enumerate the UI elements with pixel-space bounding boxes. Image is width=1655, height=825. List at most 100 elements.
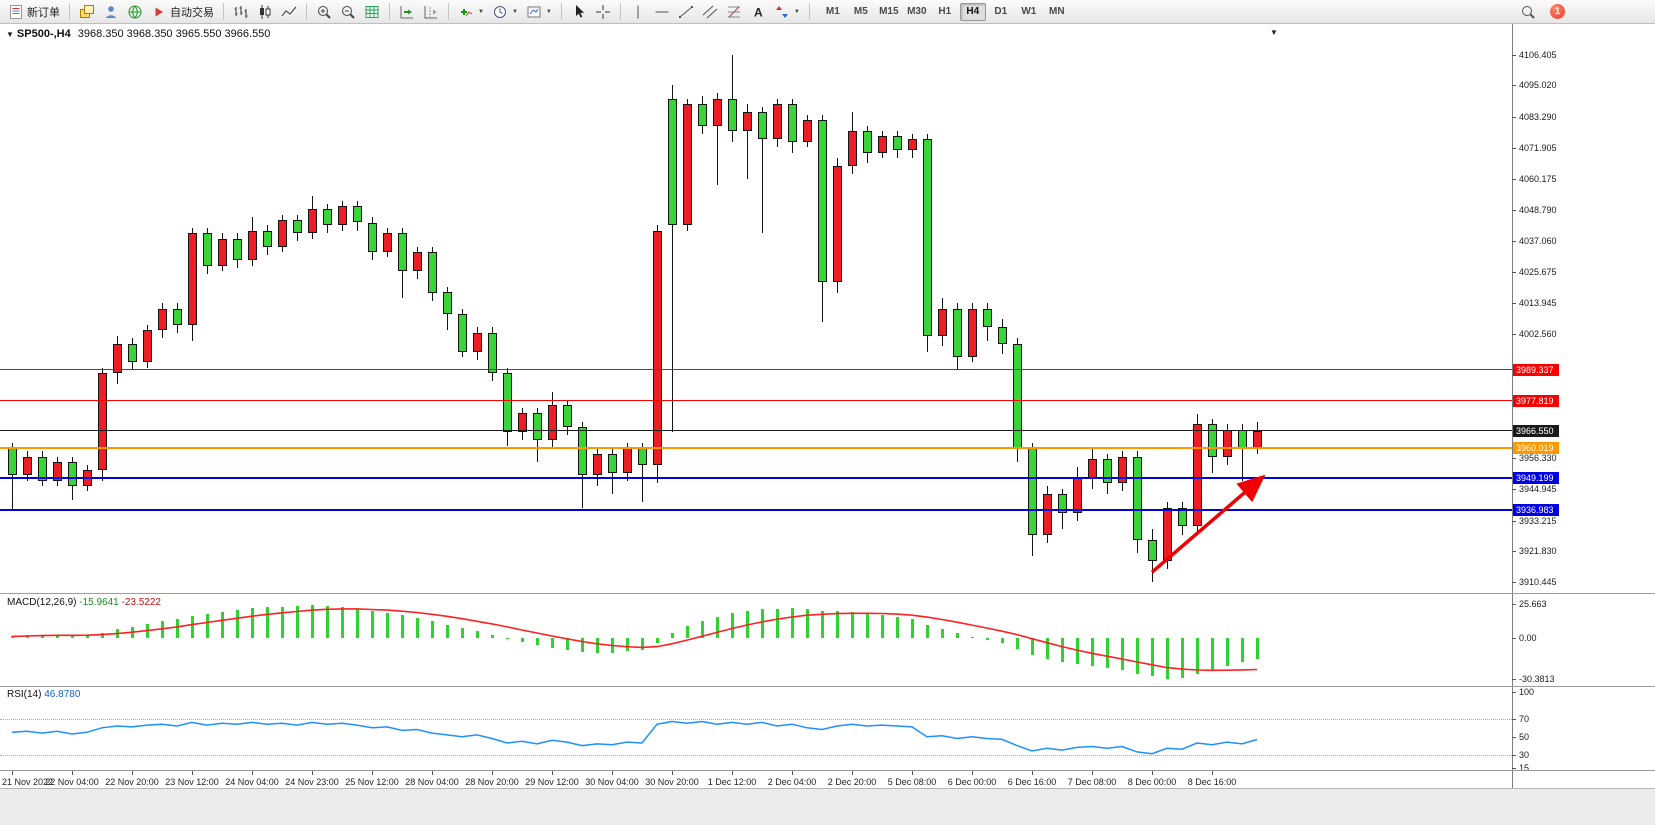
toolbar-right-group: 1 [1516,2,1565,22]
macd-histogram-bar [731,613,734,638]
candle-body [578,426,587,476]
support-line[interactable] [0,509,1512,512]
vertical-line-button[interactable] [626,2,650,22]
candle-body [323,209,332,226]
trendline-button[interactable] [674,2,698,22]
time-axis-label: 6 Dec 16:00 [1007,777,1057,787]
channel-button[interactable] [698,2,722,22]
line-chart-button[interactable] [277,2,301,22]
new-order-button[interactable]: 新订单 [4,2,64,22]
candle [113,335,122,384]
fibonacci-button[interactable] [722,2,746,22]
macd-histogram-bar [341,607,344,638]
timeframe-w1-button[interactable]: W1 [1016,3,1042,21]
time-axis-label: 23 Nov 12:00 [165,777,219,787]
time-axis-label: 30 Nov 04:00 [585,777,639,787]
macd-histogram-bar [851,611,854,638]
time-axis-tick [852,771,853,775]
auto-scroll-button[interactable] [395,2,419,22]
timeframe-m5-button[interactable]: M5 [848,3,874,21]
rsi-axis-label: 50 [1519,731,1530,742]
axis-tick [1512,334,1516,335]
support-line[interactable] [0,476,1512,479]
candle [143,324,152,368]
candle-body [8,448,17,476]
candle-body [413,252,422,271]
window-group: 自动交易 [75,2,218,22]
indicators-button[interactable]: ▼ [454,2,488,22]
support-line[interactable] [0,447,1512,450]
candle [1118,451,1127,492]
candle-body [428,252,437,293]
cursor-icon [575,4,584,18]
chart-shift-button[interactable] [419,2,443,22]
search-button[interactable] [1516,2,1540,22]
candle [653,225,662,484]
text-button[interactable]: A [746,2,770,22]
timeframe-mn-button[interactable]: MN [1044,3,1070,21]
grid-button[interactable] [360,2,384,22]
macd-histogram-bar [896,616,899,638]
macd-histogram-bar [641,638,644,651]
timeframe-h4-button[interactable]: H4 [959,2,986,21]
time-axis-tick [372,771,373,775]
timeframe-m1-button[interactable]: M1 [820,3,846,21]
insert-group: ▼ ▼ ▼ [454,2,556,22]
rsi-pane-divider[interactable] [0,686,1655,687]
cursor-button[interactable] [567,2,591,22]
timeframe-m30-button[interactable]: M30 [904,3,930,21]
candle-wick [717,93,718,185]
zoom-out-button[interactable] [336,2,360,22]
chart-dropdown-arrow-icon[interactable]: ▼ [1270,28,1278,37]
rsi-level-line [0,754,1512,756]
zoom-in-button[interactable] [312,2,336,22]
bar-chart-button[interactable] [229,2,253,22]
macd-histogram-bar [686,625,689,638]
macd-pane-divider[interactable] [0,593,1655,594]
macd-histogram-bar [671,632,674,638]
candle [1163,502,1172,570]
charts-stack-button[interactable] [75,2,99,22]
profile-button[interactable] [99,2,123,22]
macd-histogram-bar [941,629,944,638]
macd-histogram-bar [71,635,74,638]
macd-histogram-layer [0,24,1655,788]
macd-histogram-bar [506,638,509,639]
resistance-line[interactable] [0,369,1512,371]
current-price-line[interactable] [0,430,1512,432]
candle-body [233,238,242,261]
candle [503,367,512,446]
candle-body [953,308,962,357]
macd-histogram-bar [161,621,164,639]
candle [548,392,557,449]
candle-body [1148,539,1157,562]
resistance-line[interactable] [0,400,1512,402]
axis-tick [1512,147,1516,149]
candle-body [1103,459,1112,484]
macd-histogram-bar [131,626,134,638]
templates-button[interactable]: ▼ [522,2,556,22]
macd-histogram-bar [296,605,299,638]
chart-window[interactable]: ▼ SP500-,H4 3968.350 3968.350 3965.550 396… [0,24,1655,788]
arrows-button[interactable]: ▼ [770,2,804,22]
one-click-trading-arrow-icon[interactable]: ▼ [6,30,14,39]
timeframe-h1-button[interactable]: H1 [932,3,958,21]
price-axis-label: 3956.330 [1519,453,1557,464]
timeframe-d1-button[interactable]: D1 [988,3,1014,21]
candle [488,327,497,382]
candlestick-chart-button[interactable] [253,2,277,22]
candle-body [698,104,707,126]
candle-body [563,405,572,427]
auto-trading-button[interactable]: 自动交易 [147,2,218,22]
time-axis-label: 8 Dec 00:00 [1127,777,1177,787]
crosshair-button[interactable] [591,2,615,22]
periods-button[interactable]: ▼ [488,2,522,22]
timeframe-m15-button[interactable]: M15 [876,3,902,21]
time-axis-tick [252,771,253,775]
market-watch-button[interactable] [123,2,147,22]
horizontal-line-button[interactable] [650,2,674,22]
candle [458,308,467,357]
time-axis-label: 8 Dec 16:00 [1187,777,1237,787]
candle-body [263,230,272,247]
notifications-badge[interactable]: 1 [1550,4,1565,19]
